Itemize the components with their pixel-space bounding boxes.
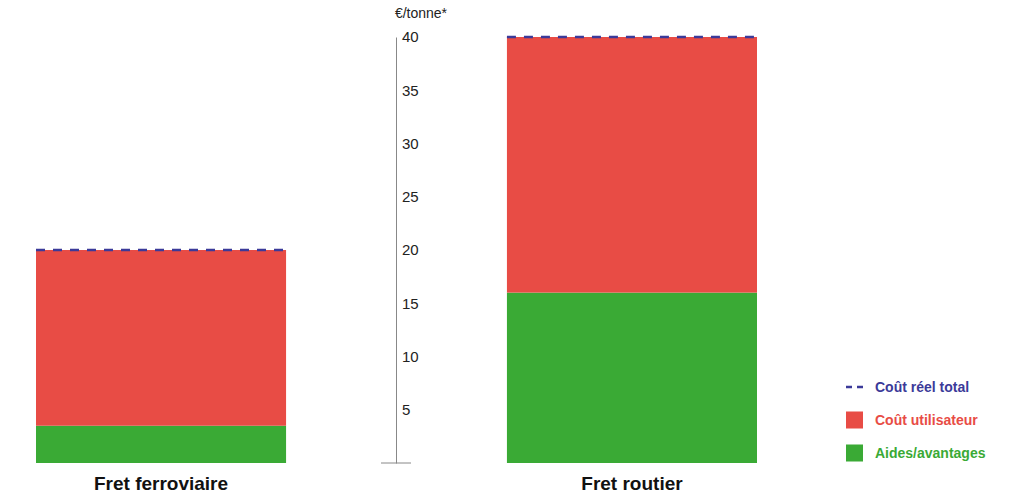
- total-line: [36, 249, 286, 252]
- chart: 5 10 15 20 25 30 35 40 €/tonne* Fret ferroviaire F…: [0, 0, 1024, 500]
- y-tick: 30: [396, 135, 419, 152]
- y-tick: 5: [396, 401, 410, 418]
- y-tick-label: 30: [402, 135, 419, 152]
- y-tick-label: 5: [402, 401, 410, 418]
- y-tick: 35: [396, 82, 419, 99]
- y-axis-line: [396, 38, 397, 464]
- bar: [507, 293, 757, 463]
- legend-label: Coût utilisateur: [875, 412, 978, 428]
- legend-label: Aides/avantages: [875, 445, 986, 461]
- legend-swatch: [846, 445, 863, 462]
- y-tick: 25: [396, 188, 419, 205]
- plot: [36, 37, 757, 463]
- y-tick-label: 15: [402, 295, 419, 312]
- y-axis-base: [381, 463, 411, 464]
- y-axis-title: €/tonne*: [395, 5, 448, 21]
- y-tick: 15: [396, 295, 419, 312]
- y-tick-label: 35: [402, 82, 419, 99]
- category-label: Fret routier: [581, 473, 683, 494]
- category-label: Fret ferroviaire: [94, 473, 228, 494]
- y-tick: 40: [396, 28, 419, 45]
- y-tick: 20: [396, 241, 419, 258]
- y-tick: 10: [396, 348, 419, 365]
- y-axis: 5 10 15 20 25 30 35 40: [396, 28, 419, 463]
- y-tick-label: 20: [402, 241, 419, 258]
- total-line: [507, 36, 757, 39]
- bar: [36, 426, 286, 463]
- y-tick-label: 10: [402, 348, 419, 365]
- legend: Coût réel total Coût utilisateur Aides/ava…: [846, 379, 986, 462]
- legend-swatch: [846, 386, 864, 389]
- bar: [507, 37, 757, 293]
- bar: [36, 250, 286, 426]
- legend-label: Coût réel total: [875, 379, 969, 395]
- y-tick-label: 25: [402, 188, 419, 205]
- legend-swatch: [846, 412, 863, 429]
- y-tick-label: 40: [402, 28, 419, 45]
